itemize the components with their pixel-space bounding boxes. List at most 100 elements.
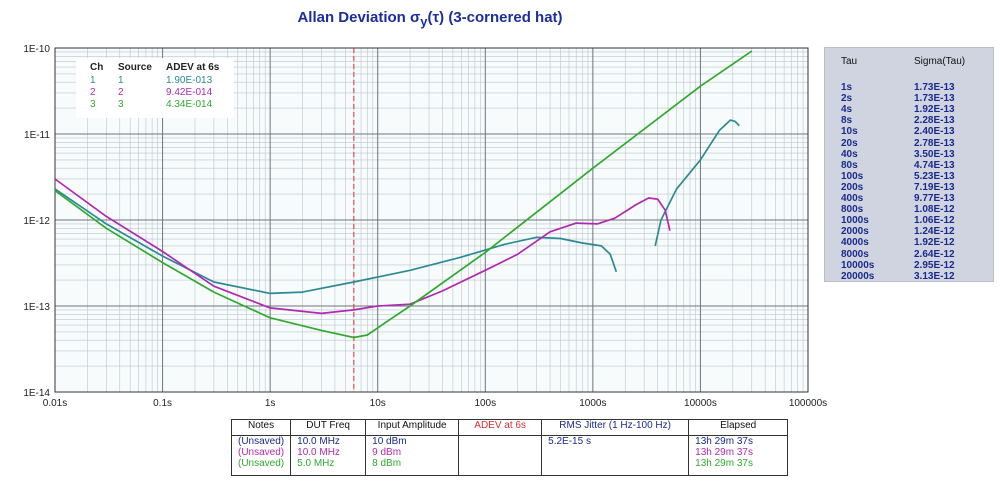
tau-value: 40s: [841, 148, 858, 160]
rms-jitter-cell: 5.2E-15 s: [541, 435, 690, 476]
x-tick-label: 100000s: [789, 398, 827, 409]
elapsed-cell: 13h 29m 37s 13h 29m 37s 13h 29m 37s: [688, 435, 789, 476]
cell-value: 10.0 MHz: [297, 436, 340, 447]
cell-value: (Unsaved): [238, 436, 285, 447]
tau-value: 20000s: [841, 270, 875, 282]
cell-value: 10.0 MHz: [297, 447, 340, 458]
tau-value: 2000s: [841, 226, 869, 238]
legend-ch: 2: [90, 87, 96, 98]
y-tick-label: 1E-14: [23, 388, 50, 399]
tau-row: 20s 2.78E-13: [825, 138, 993, 149]
tau-value: 4000s: [841, 237, 869, 249]
dut-freq-cell: 10.0 MHz 10.0 MHz 5.0 MHz: [290, 435, 367, 476]
notes-cell: (Unsaved) (Unsaved) (Unsaved): [230, 435, 292, 476]
legend-header-adev: ADEV at 6s: [166, 62, 220, 73]
cell-value: (Unsaved): [238, 447, 285, 458]
x-tick-label: 0.1s: [153, 398, 172, 409]
tau-row: 200s 7.19E-13: [825, 182, 993, 193]
legend-header-ch: Ch: [90, 62, 104, 73]
chart-title: Allan Deviation σy(τ) (3-cornered hat): [297, 9, 563, 29]
col-input-amplitude: Input Amplitude: [365, 419, 460, 436]
tau-value: 200s: [841, 181, 864, 193]
series-line-ch-1: [654, 119, 740, 247]
sigma-value: 3.50E-13: [914, 148, 955, 160]
series-line-ch-3: [54, 50, 753, 339]
tau-value: 10000s: [841, 259, 875, 271]
legend-adev: 4.34E-014: [166, 99, 213, 110]
sigma-value: 2.78E-13: [914, 137, 955, 149]
sigma-header: Sigma(Tau): [914, 56, 966, 67]
sigma-value: 2.28E-13: [914, 115, 955, 127]
sigma-value: 9.77E-13: [914, 193, 955, 204]
x-tick-label: 1s: [265, 398, 276, 409]
y-tick-label: 1E-11: [24, 130, 50, 141]
legend-row-3: 3 3 4.34E-014: [76, 99, 234, 111]
cell-value: 13h 29m 37s: [695, 447, 753, 458]
tau-value: 4s: [841, 104, 853, 116]
x-tick-label: 0.01s: [43, 398, 67, 409]
legend-source: 1: [118, 75, 124, 86]
sigma-value: 1.73E-13: [914, 93, 955, 105]
x-tick-label: 100s: [474, 398, 496, 409]
tau-table-header: Tau Sigma(Tau): [825, 56, 993, 70]
col-dut-freq: DUT Freq: [290, 419, 367, 436]
cell-value: 13h 29m 37s: [695, 436, 753, 447]
col-elapsed: Elapsed: [688, 419, 789, 436]
tau-header: Tau: [841, 56, 858, 67]
tau-row: 8000s 2.64E-12: [825, 249, 993, 260]
sigma-value: 3.13E-12: [914, 270, 955, 282]
tau-row: 4000s 1.92E-12: [825, 237, 993, 248]
tau-row: 4s 1.92E-13: [825, 104, 993, 115]
x-tick-label: 1000s: [579, 398, 606, 409]
legend-header-source: Source: [118, 62, 152, 73]
tau-row: 1s 1.73E-13: [825, 82, 993, 93]
measurement-table-header: Notes DUT Freq Input Amplitude ADEV at 6…: [230, 419, 789, 436]
tau-sigma-panel: Tau Sigma(Tau) 1s 1.73E-13 2s 1.73E-13 4s 1.9…: [824, 47, 994, 282]
measurement-table-body: (Unsaved) (Unsaved) (Unsaved) 10.0 MHz 10.0…: [230, 435, 789, 476]
sigma-value: 1.73E-13: [914, 82, 955, 93]
legend-source: 2: [118, 87, 124, 98]
tau-value: 400s: [841, 193, 864, 204]
legend-adev: 9.42E-014: [166, 87, 213, 98]
tau-value: 80s: [841, 159, 858, 171]
legend-ch: 1: [90, 75, 96, 86]
cell-value: 9 dBm: [372, 447, 402, 458]
col-adev-6s: ADEV at 6s: [458, 419, 543, 436]
tau-value: 1s: [841, 82, 853, 93]
sigma-value: 1.06E-12: [914, 215, 955, 227]
tau-value: 800s: [841, 204, 864, 216]
input-amplitude-cell: 10 dBm 9 dBm 8 dBm: [365, 435, 460, 476]
series-line-ch-2: [54, 178, 671, 315]
tau-row: 40s 3.50E-13: [825, 149, 993, 160]
tau-value: 20s: [841, 137, 858, 149]
x-tick-label: 10s: [370, 398, 386, 409]
legend-row-2: 2 2 9.42E-014: [76, 87, 234, 99]
col-rms-jitter: RMS Jitter (1 Hz-100 Hz): [541, 419, 690, 436]
tau-row: 80s 4.74E-13: [825, 160, 993, 171]
y-tick-label: 1E-12: [23, 216, 50, 227]
cell-value: 8 dBm: [372, 458, 402, 469]
legend-row-1: 1 1 1.90E-013: [76, 75, 234, 87]
x-tick-label: 10000s: [684, 398, 717, 409]
sigma-value: 5.23E-13: [914, 170, 955, 182]
tau-value: 1000s: [841, 215, 869, 227]
sigma-value: 1.24E-12: [914, 226, 955, 238]
sigma-value: 2.64E-12: [914, 248, 955, 260]
sigma-value: 2.95E-12: [914, 259, 955, 271]
col-notes: Notes: [230, 419, 292, 436]
plot-frame: [54, 47, 809, 393]
legend-ch: 3: [90, 99, 96, 110]
legend: Ch Source ADEV at 6s 1 1 1.90E-013 2 2 9…: [76, 58, 234, 118]
legend-header: Ch Source ADEV at 6s: [76, 62, 234, 74]
adev-cell: [458, 435, 543, 476]
tau-value: 100s: [841, 170, 864, 182]
tau-row: 20000s 3.13E-12: [825, 271, 993, 282]
sigma-value: 4.74E-13: [914, 159, 955, 171]
sigma-value: 2.40E-13: [914, 126, 955, 138]
tau-row: 400s 9.77E-13: [825, 193, 993, 204]
sigma-value: 1.08E-12: [914, 204, 955, 216]
tau-row: 100s 5.23E-13: [825, 171, 993, 182]
tau-value: 2s: [841, 93, 853, 105]
tau-row: 8s 2.28E-13: [825, 115, 993, 126]
tau-row: 2000s 1.24E-12: [825, 226, 993, 237]
